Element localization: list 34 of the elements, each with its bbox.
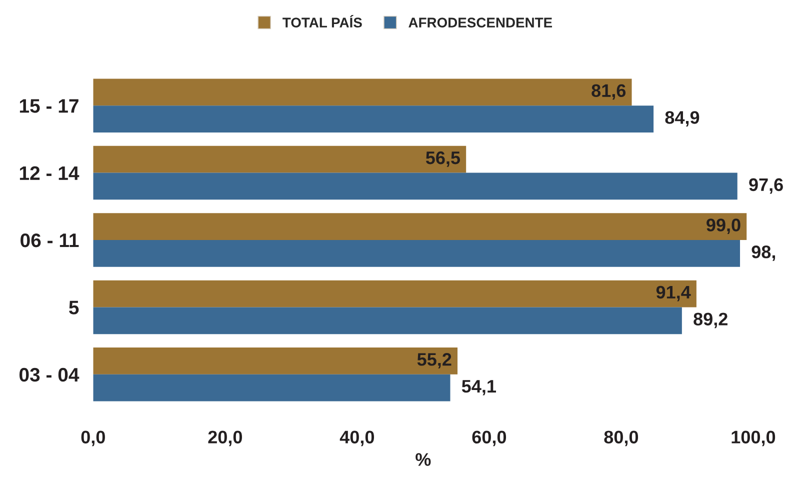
bar	[93, 106, 654, 132]
data-label: 97,6	[749, 178, 783, 194]
x-tick-label: 40,0	[340, 430, 374, 446]
bar	[93, 280, 696, 308]
x-tick-label: 0,0	[81, 430, 105, 446]
data-label: 99,0	[706, 218, 740, 234]
legend-label: TOTAL PAÍS	[282, 15, 362, 28]
data-label: 54,1	[462, 380, 496, 396]
data-label: 91,4	[656, 286, 691, 302]
data-label: 84,9	[665, 111, 700, 127]
bar	[93, 240, 740, 267]
bar	[93, 172, 738, 200]
y-tick-label: 5	[69, 300, 79, 314]
y-tick-label: 15 - 17	[20, 99, 78, 113]
legend-label: AFRODESCENDENTE	[408, 18, 552, 28]
data-label: 56,5	[426, 151, 460, 167]
y-tick-label: 12 - 14	[20, 166, 80, 180]
y-tick-label: 03 - 04	[20, 368, 80, 382]
bar	[93, 307, 682, 334]
bar	[93, 146, 466, 173]
bar	[93, 374, 450, 402]
data-label: 81,6	[592, 84, 626, 100]
data-label: 55,2	[417, 353, 452, 368]
x-axis-title: %	[416, 453, 431, 466]
bar	[93, 78, 632, 106]
x-tick-label: 100,0	[732, 430, 776, 446]
y-tick-label: 06 - 11	[20, 233, 79, 248]
bar	[93, 348, 458, 374]
data-label: 89,2	[694, 312, 728, 328]
bar	[93, 213, 747, 240]
data-label: 98,	[752, 246, 776, 261]
x-tick-label: 60,0	[472, 430, 506, 446]
x-tick-label: 20,0	[208, 430, 242, 446]
x-tick-label: 80,0	[604, 430, 638, 446]
